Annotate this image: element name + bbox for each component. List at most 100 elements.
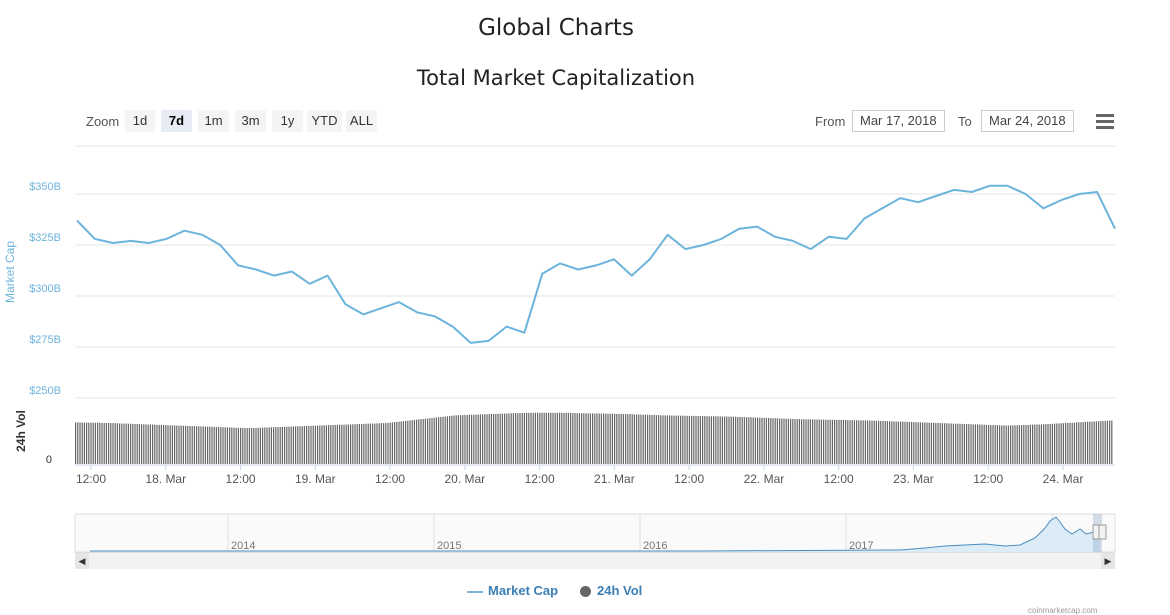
volume-bar: [207, 426, 209, 464]
navigator-year-label: 2018: [1055, 540, 1079, 552]
volume-bar: [123, 423, 125, 464]
volume-bar: [167, 425, 169, 464]
volume-bar: [299, 426, 301, 464]
volume-bar: [851, 420, 853, 464]
zoom-7d-button[interactable]: 7d: [161, 110, 192, 132]
volume-bar: [534, 412, 537, 464]
volume-bar: [310, 425, 312, 464]
volume-bar: [1001, 425, 1003, 464]
volume-bar: [383, 423, 385, 464]
volume-bar: [266, 427, 268, 464]
volume-bar: [930, 422, 933, 464]
volume-bar: [642, 414, 644, 464]
volume-bar: [627, 414, 629, 464]
volume-bar: [332, 425, 334, 464]
volume-bar: [728, 416, 730, 464]
volume-bar: [772, 418, 774, 464]
volume-bar: [112, 423, 114, 464]
volume-bar: [1067, 422, 1069, 464]
legend-volume[interactable]: 24h Vol: [580, 583, 642, 598]
volume-bar: [81, 422, 83, 464]
volume-bar: [928, 422, 930, 464]
volume-bar: [695, 416, 697, 464]
volume-bar: [827, 419, 829, 464]
volume-bar: [902, 421, 904, 464]
volume-bar: [946, 423, 948, 464]
volume-bar: [519, 413, 521, 464]
navigator-scrollbar[interactable]: ◀ ▶: [75, 552, 1115, 569]
zoom-1m-button[interactable]: 1m: [198, 110, 229, 132]
navigator-year-label: 2017: [849, 540, 873, 552]
zoom-all-button[interactable]: ALL: [346, 110, 377, 132]
volume-bar: [988, 424, 990, 464]
volume-bar: [178, 425, 180, 464]
hamburger-menu-icon[interactable]: [1096, 114, 1114, 130]
volume-bar: [545, 412, 548, 464]
volume-bar: [435, 417, 438, 464]
volume-bar: [754, 417, 757, 464]
to-date-input[interactable]: Mar 24, 2018: [981, 110, 1074, 132]
volume-bar: [743, 417, 746, 464]
volume-bar: [1012, 425, 1014, 464]
from-date-input[interactable]: Mar 17, 2018: [852, 110, 945, 132]
volume-bar: [317, 425, 319, 464]
volume-bar: [884, 421, 886, 464]
volume-bar: [292, 426, 295, 464]
volume-bar: [880, 420, 882, 464]
volume-bar: [677, 415, 680, 464]
scroll-left-icon[interactable]: ◀: [75, 553, 89, 569]
volume-bar: [708, 416, 710, 464]
volume-bar: [974, 424, 977, 464]
volume-bar: [699, 416, 702, 464]
volume-axis-label: 24h Vol: [14, 410, 28, 452]
x-tick-label: 18. Mar: [145, 472, 186, 486]
volume-bar: [565, 412, 567, 464]
volume-bar: [1021, 425, 1023, 464]
volume-bar: [479, 414, 482, 464]
volume-bar: [325, 425, 328, 464]
volume-bar: [1093, 421, 1095, 464]
volume-bar: [420, 419, 422, 464]
volume-bar: [1047, 424, 1049, 464]
volume-bar: [499, 413, 501, 464]
volume-bar: [853, 420, 856, 464]
volume-bar: [572, 413, 574, 464]
zoom-1d-button[interactable]: 1d: [125, 110, 155, 132]
navigator-selection[interactable]: [1093, 514, 1102, 552]
zoom-1y-button[interactable]: 1y: [272, 110, 303, 132]
navigator-handle-right[interactable]: [1098, 524, 1107, 540]
volume-bar: [308, 425, 310, 464]
navigator-line: [90, 516, 1101, 552]
legend-volume-label: 24h Vol: [597, 583, 643, 598]
zoom-ytd-button[interactable]: YTD: [307, 110, 342, 132]
volume-bar: [328, 425, 330, 464]
volume-bar: [523, 412, 526, 464]
volume-bar: [77, 422, 79, 464]
volume-bar: [356, 424, 358, 464]
zoom-3m-button[interactable]: 3m: [235, 110, 266, 132]
volume-bar: [105, 423, 108, 464]
volume-bar: [200, 426, 202, 464]
volume-bar: [911, 422, 913, 464]
volume-bar: [141, 424, 143, 464]
legend-market-cap[interactable]: Market Cap: [467, 583, 558, 598]
volume-bar: [354, 424, 356, 464]
volume-bar: [218, 427, 220, 464]
volume-bar: [1005, 425, 1007, 464]
scroll-right-icon[interactable]: ▶: [1101, 553, 1115, 569]
volume-bar: [556, 412, 559, 464]
volume-bar: [484, 414, 486, 464]
volume-bar: [807, 419, 809, 464]
volume-bar: [559, 412, 561, 464]
volume-bar: [576, 413, 578, 464]
volume-bar: [959, 423, 961, 464]
volume-bar: [1065, 423, 1067, 464]
volume-bar: [761, 417, 763, 464]
volume-bar: [647, 414, 649, 464]
volume-bar: [429, 418, 431, 464]
volume-bar: [446, 416, 449, 464]
navigator-handle-left[interactable]: [1092, 524, 1101, 540]
volume-bar: [805, 419, 807, 464]
volume-bar: [763, 417, 765, 464]
volume-bar: [713, 416, 715, 464]
